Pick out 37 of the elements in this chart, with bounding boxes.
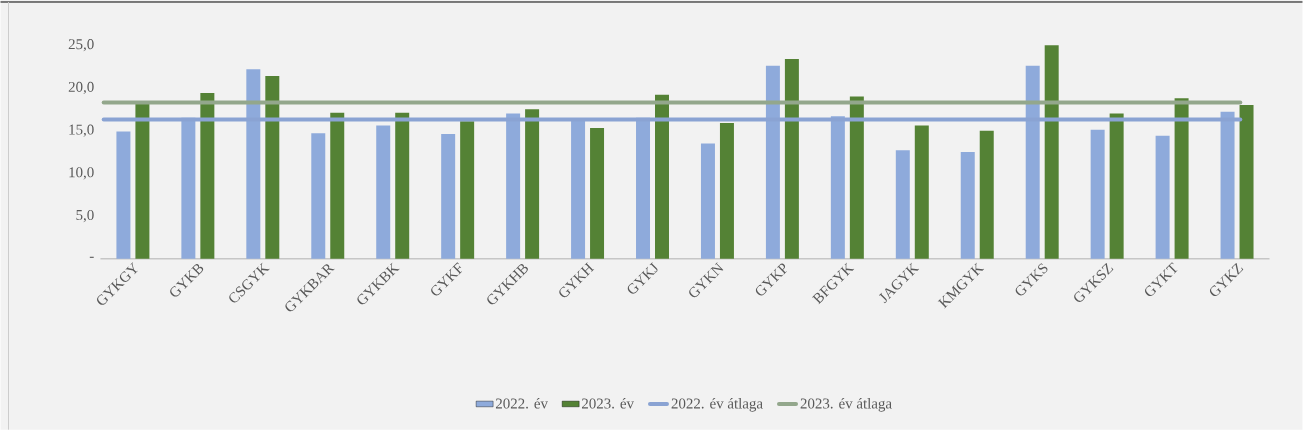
bar xyxy=(376,125,391,259)
y-tick-label: 20,0 xyxy=(68,81,94,94)
bar xyxy=(116,131,131,259)
bar xyxy=(1155,135,1170,259)
bar xyxy=(895,150,910,259)
bar xyxy=(1044,45,1059,259)
y-tick-label: 5,0 xyxy=(76,209,94,223)
legend-label: 2023. év xyxy=(582,397,635,409)
y-tick-label: 10,0 xyxy=(69,167,94,180)
legend-label: 2022. év átlaga xyxy=(671,397,763,412)
bar xyxy=(441,134,456,259)
bar xyxy=(265,75,280,259)
bar xyxy=(1174,98,1189,259)
bar xyxy=(135,102,150,259)
bar xyxy=(979,130,994,259)
bar xyxy=(395,112,410,259)
bar xyxy=(700,143,715,259)
bar xyxy=(719,122,734,259)
legend-label: 2023. év átlaga xyxy=(800,397,892,412)
bar xyxy=(460,121,475,259)
bar xyxy=(849,96,864,259)
bar xyxy=(311,133,326,259)
y-tick-label: - xyxy=(89,256,94,258)
bar xyxy=(784,58,799,259)
legend-label: 2022. év xyxy=(495,397,548,409)
bar xyxy=(200,93,215,259)
bar xyxy=(655,94,669,259)
bar xyxy=(914,125,929,259)
bar xyxy=(1239,104,1254,259)
y-tick-label: 15,0 xyxy=(69,124,94,137)
y-tick-label: 25,0 xyxy=(68,39,94,52)
bar xyxy=(590,128,605,259)
bar xyxy=(960,151,975,259)
bar xyxy=(525,109,540,259)
bar xyxy=(330,112,345,259)
bar xyxy=(1109,113,1124,259)
bar xyxy=(1090,129,1105,259)
